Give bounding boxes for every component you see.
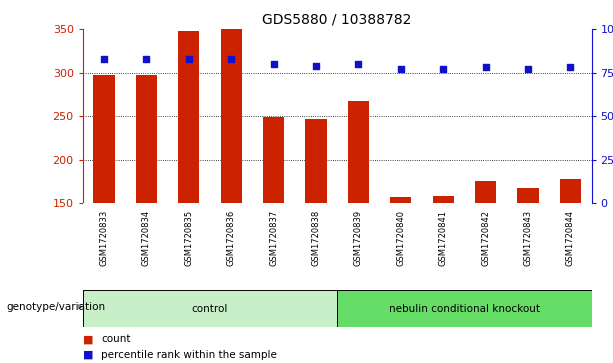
Text: GSM1720836: GSM1720836 bbox=[227, 210, 235, 266]
Text: GSM1720838: GSM1720838 bbox=[311, 210, 321, 266]
Point bbox=[142, 56, 151, 62]
Bar bbox=[135, 75, 157, 203]
Point bbox=[354, 61, 364, 67]
Text: GSM1720842: GSM1720842 bbox=[481, 210, 490, 266]
Text: GSM1720837: GSM1720837 bbox=[269, 210, 278, 266]
Text: ■: ■ bbox=[83, 350, 93, 360]
Point bbox=[99, 56, 109, 62]
Title: GDS5880 / 10388782: GDS5880 / 10388782 bbox=[262, 12, 412, 26]
Point bbox=[438, 66, 448, 72]
Bar bbox=[433, 196, 454, 203]
Bar bbox=[390, 197, 411, 203]
Text: count: count bbox=[101, 334, 131, 344]
Text: GSM1720839: GSM1720839 bbox=[354, 210, 363, 266]
Bar bbox=[475, 181, 496, 203]
Text: genotype/variation: genotype/variation bbox=[6, 302, 105, 312]
Text: GSM1720833: GSM1720833 bbox=[99, 210, 109, 266]
Bar bbox=[337, 290, 592, 327]
Text: control: control bbox=[192, 303, 228, 314]
Text: GSM1720835: GSM1720835 bbox=[185, 210, 193, 266]
Bar bbox=[93, 75, 115, 203]
Bar bbox=[263, 117, 284, 203]
Point bbox=[268, 61, 278, 67]
Text: GSM1720844: GSM1720844 bbox=[566, 210, 575, 266]
Bar bbox=[178, 31, 199, 203]
Text: GSM1720843: GSM1720843 bbox=[524, 210, 533, 266]
Bar bbox=[348, 101, 369, 203]
Text: nebulin conditional knockout: nebulin conditional knockout bbox=[389, 303, 540, 314]
Point bbox=[226, 56, 236, 62]
Text: GSM1720841: GSM1720841 bbox=[439, 210, 447, 266]
Point bbox=[481, 65, 490, 70]
Point bbox=[523, 66, 533, 72]
Text: GSM1720834: GSM1720834 bbox=[142, 210, 151, 266]
Point bbox=[565, 65, 575, 70]
Bar bbox=[517, 188, 539, 203]
Bar bbox=[560, 179, 581, 203]
Point bbox=[311, 63, 321, 69]
Bar bbox=[83, 290, 337, 327]
Point bbox=[184, 56, 194, 62]
Text: percentile rank within the sample: percentile rank within the sample bbox=[101, 350, 277, 360]
Bar bbox=[305, 119, 327, 203]
Bar bbox=[221, 29, 242, 203]
Text: ■: ■ bbox=[83, 334, 93, 344]
Text: GSM1720840: GSM1720840 bbox=[396, 210, 405, 266]
Point bbox=[396, 66, 406, 72]
